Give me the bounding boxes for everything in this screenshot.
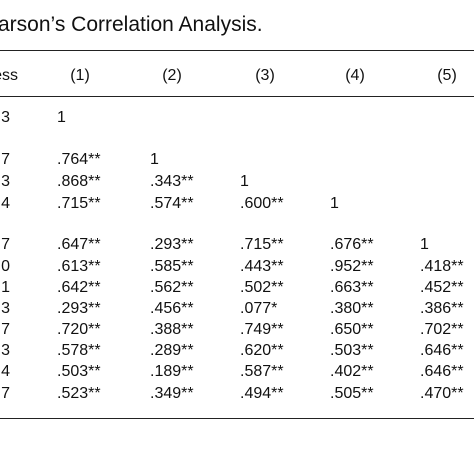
cell: 1 bbox=[240, 173, 249, 190]
column-header: ess bbox=[0, 67, 18, 84]
cell: .574** bbox=[150, 195, 194, 212]
cell: .418** bbox=[420, 258, 464, 275]
cell: .380** bbox=[330, 300, 374, 317]
cell: .388** bbox=[150, 321, 194, 338]
cell: 1 bbox=[57, 109, 66, 126]
cell: .289** bbox=[150, 342, 194, 359]
cell: .868** bbox=[57, 173, 101, 190]
row-label: 3 bbox=[1, 300, 10, 317]
cell: .585** bbox=[150, 258, 194, 275]
cell: 1 bbox=[330, 195, 339, 212]
header-rule bbox=[0, 96, 474, 97]
cell: .343** bbox=[150, 173, 194, 190]
cell: .503** bbox=[57, 363, 101, 380]
column-header: (3) bbox=[255, 67, 275, 84]
cell: .494** bbox=[240, 385, 284, 402]
row-label: 7 bbox=[1, 236, 10, 253]
row-label: 1 bbox=[1, 279, 10, 296]
cell: .646** bbox=[420, 363, 464, 380]
row-label: 4 bbox=[1, 363, 10, 380]
cell: .650** bbox=[330, 321, 374, 338]
cell: .646** bbox=[420, 342, 464, 359]
cell: .715** bbox=[57, 195, 101, 212]
cell: .503** bbox=[330, 342, 374, 359]
cell: .676** bbox=[330, 236, 374, 253]
cell: .952** bbox=[330, 258, 374, 275]
row-label: 4 bbox=[1, 195, 10, 212]
cell: 1 bbox=[420, 236, 429, 253]
cell: .647** bbox=[57, 236, 101, 253]
row-label: 7 bbox=[1, 321, 10, 338]
cell: .562** bbox=[150, 279, 194, 296]
cell: .720** bbox=[57, 321, 101, 338]
cell: .613** bbox=[57, 258, 101, 275]
top-rule bbox=[0, 50, 474, 51]
cell: .642** bbox=[57, 279, 101, 296]
cell: .620** bbox=[240, 342, 284, 359]
row-label: 3 bbox=[1, 109, 10, 126]
cell: .189** bbox=[150, 363, 194, 380]
cell: .505** bbox=[330, 385, 374, 402]
row-label: 3 bbox=[1, 173, 10, 190]
row-label: 7 bbox=[1, 385, 10, 402]
cell: .715** bbox=[240, 236, 284, 253]
row-label: 7 bbox=[1, 151, 10, 168]
cell: .702** bbox=[420, 321, 464, 338]
cell: .452** bbox=[420, 279, 464, 296]
row-label: 0 bbox=[1, 258, 10, 275]
column-header: (2) bbox=[162, 67, 182, 84]
bottom-rule bbox=[0, 418, 474, 419]
cell: .386** bbox=[420, 300, 464, 317]
cell: .077* bbox=[240, 300, 278, 317]
column-header: (1) bbox=[70, 67, 90, 84]
cell: .523** bbox=[57, 385, 101, 402]
cell: 1 bbox=[150, 151, 159, 168]
cell: .349** bbox=[150, 385, 194, 402]
row-label: 3 bbox=[1, 342, 10, 359]
cell: .663** bbox=[330, 279, 374, 296]
cell: .502** bbox=[240, 279, 284, 296]
cell: .587** bbox=[240, 363, 284, 380]
column-header: (4) bbox=[345, 67, 365, 84]
cell: .749** bbox=[240, 321, 284, 338]
cell: .456** bbox=[150, 300, 194, 317]
cell: .600** bbox=[240, 195, 284, 212]
cell: .293** bbox=[150, 236, 194, 253]
cell: .443** bbox=[240, 258, 284, 275]
cell: .470** bbox=[420, 385, 464, 402]
cell: .293** bbox=[57, 300, 101, 317]
column-header: (5) bbox=[437, 67, 457, 84]
cell: .764** bbox=[57, 151, 101, 168]
table-title: arson’s Correlation Analysis. bbox=[0, 13, 263, 36]
cell: .402** bbox=[330, 363, 374, 380]
cell: .578** bbox=[57, 342, 101, 359]
